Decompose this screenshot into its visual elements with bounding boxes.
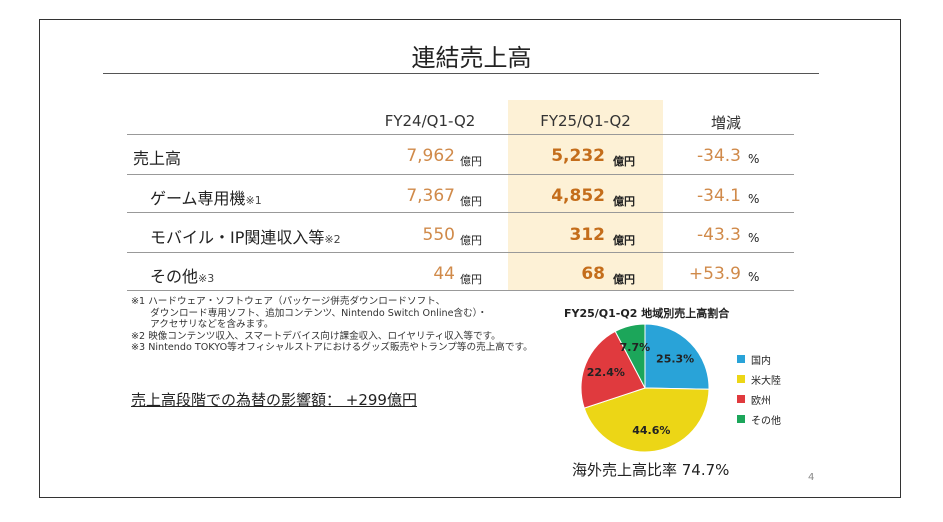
curr-value: 4,852 bbox=[551, 186, 605, 206]
regional-sales-pie-chart: 25.3% 44.6% 22.4% 7.7% bbox=[580, 323, 710, 453]
pie-slice-2 bbox=[580, 330, 646, 409]
table-row-rule bbox=[127, 212, 794, 213]
pie-slice-1 bbox=[583, 387, 710, 453]
prev-unit: 億円 bbox=[460, 195, 482, 208]
legend-swatch bbox=[737, 375, 745, 383]
column-header-prev: FY24/Q1-Q2 bbox=[384, 112, 476, 130]
prev-unit: 億円 bbox=[460, 234, 482, 247]
pie-slice-0 bbox=[644, 323, 710, 390]
footnote-line: アクセサリなどを含みます。 bbox=[131, 319, 274, 330]
chart-title: FY25/Q1-Q2 地域別売上高割合 bbox=[564, 307, 730, 320]
curr-unit: 億円 bbox=[613, 273, 635, 286]
pie-slice-label: 25.3% bbox=[656, 352, 694, 365]
curr-unit: 億円 bbox=[613, 234, 635, 247]
footnote-line: ※3 Nintendo TOKYO等オフィシャルストアにおけるグッズ販売やトラン… bbox=[131, 342, 533, 353]
table-row-rule bbox=[127, 174, 794, 175]
prev-value: 7,962 bbox=[406, 146, 455, 166]
chart-legend: 国内米大陸欧州その他 bbox=[737, 349, 781, 429]
legend-label: 欧州 bbox=[751, 395, 771, 407]
change-unit: % bbox=[748, 152, 760, 166]
legend-swatch bbox=[737, 415, 745, 423]
footnote-line: ダウンロード専用ソフト、追加コンテンツ、Nintendo Switch Onli… bbox=[131, 307, 488, 319]
table-row-label: 売上高 bbox=[133, 149, 182, 168]
change-value: +53.9 bbox=[688, 264, 741, 284]
title-underline bbox=[103, 73, 819, 74]
column-header-change: 増減 bbox=[710, 114, 741, 132]
slide-frame bbox=[39, 19, 901, 498]
page-title: 連結売上高 bbox=[411, 44, 532, 72]
prev-value: 7,367 bbox=[406, 186, 455, 206]
change-unit: % bbox=[748, 270, 760, 284]
pie-slice-3 bbox=[614, 323, 646, 389]
legend-item: 国内 bbox=[737, 349, 781, 369]
footnote-line: ※1 ハードウェア・ソフトウェア（パッケージ併売ダウンロードソフト、 bbox=[131, 296, 446, 307]
pie-slice-label: 22.4% bbox=[587, 366, 625, 379]
change-value: -34.1 bbox=[697, 186, 741, 206]
prev-unit: 億円 bbox=[460, 155, 482, 168]
curr-unit: 億円 bbox=[613, 195, 635, 208]
current-period-highlight bbox=[508, 100, 663, 290]
curr-unit: 億円 bbox=[613, 155, 635, 168]
table-row-rule bbox=[127, 252, 794, 253]
pie-slice-label: 44.6% bbox=[632, 424, 670, 437]
legend-item: その他 bbox=[737, 409, 781, 429]
table-row-rule bbox=[127, 290, 794, 291]
legend-swatch bbox=[737, 395, 745, 403]
change-unit: % bbox=[748, 192, 760, 206]
page-number: 4 bbox=[808, 472, 815, 483]
legend-item: 欧州 bbox=[737, 389, 781, 409]
prev-value: 550 bbox=[422, 225, 455, 245]
curr-value: 68 bbox=[581, 264, 605, 284]
table-header-rule bbox=[127, 134, 794, 135]
legend-swatch bbox=[737, 355, 745, 363]
legend-label: 国内 bbox=[751, 355, 771, 367]
legend-label: 米大陸 bbox=[751, 375, 781, 387]
column-header-curr: FY25/Q1-Q2 bbox=[540, 112, 631, 130]
legend-item: 米大陸 bbox=[737, 369, 781, 389]
overseas-sales-ratio: 海外売上高比率 74.7% bbox=[572, 461, 730, 479]
footnote-line: ※2 映像コンテンツ収入、スマートデバイス向け課金収入、ロイヤリティ収入等です。 bbox=[131, 330, 501, 342]
change-value: -43.3 bbox=[697, 225, 741, 245]
table-row-label: ゲーム専用機※1 bbox=[150, 189, 262, 208]
prev-value: 44 bbox=[433, 264, 455, 284]
curr-value: 5,232 bbox=[551, 146, 605, 166]
table-row-label: モバイル・IP関連収入等※2 bbox=[150, 228, 341, 247]
legend-label: その他 bbox=[751, 415, 781, 427]
change-unit: % bbox=[748, 231, 760, 245]
footnotes: ※1 ハードウェア・ソフトウェア（パッケージ併売ダウンロードソフト、 ダウンロー… bbox=[131, 296, 591, 354]
curr-value: 312 bbox=[569, 225, 606, 245]
fx-impact: 売上高段階での為替の影響額： +299億円 bbox=[131, 391, 417, 409]
prev-unit: 億円 bbox=[460, 273, 482, 286]
pie-slice-label: 7.7% bbox=[620, 341, 651, 354]
change-value: -34.3 bbox=[697, 146, 741, 166]
table-row-label: その他※3 bbox=[150, 267, 215, 286]
